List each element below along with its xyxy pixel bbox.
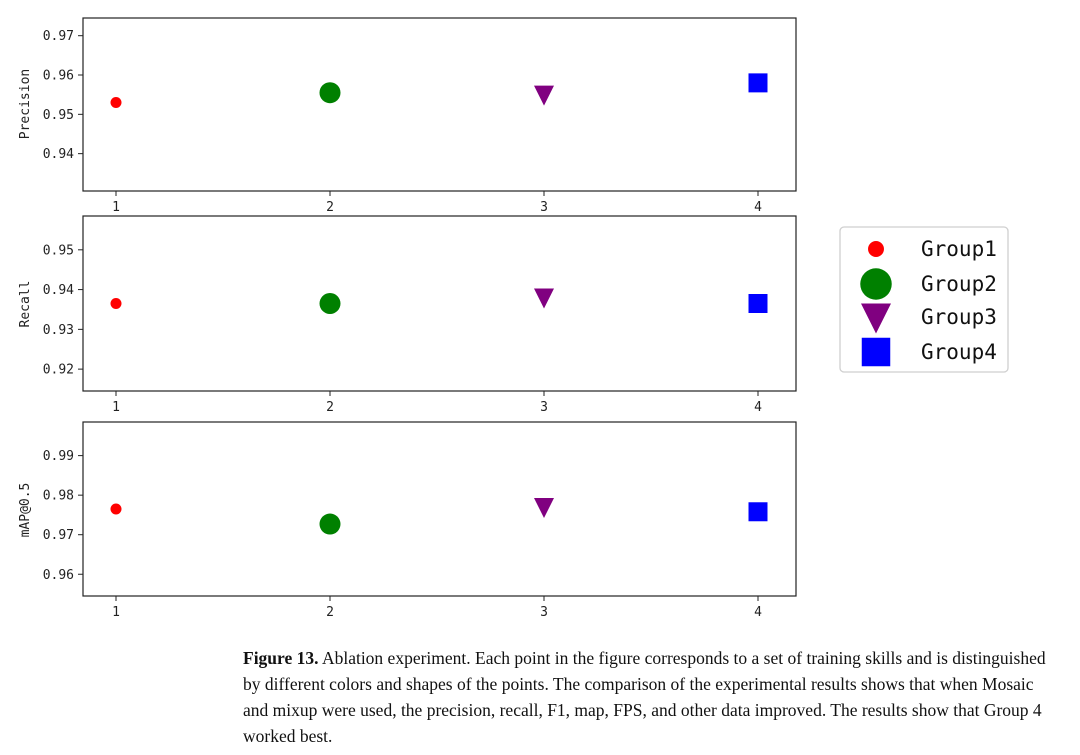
data-point-group3 xyxy=(534,498,554,519)
plot-frame xyxy=(82,17,797,192)
data-point-group3 xyxy=(534,85,554,106)
legend-label: Group3 xyxy=(921,305,997,329)
x-tick-label: 3 xyxy=(540,605,548,620)
y-tick-label: 0.98 xyxy=(43,489,74,504)
plot-frame xyxy=(82,215,797,392)
data-point-group2 xyxy=(319,293,341,314)
x-tick-label: 4 xyxy=(754,605,762,620)
data-point-group1 xyxy=(110,97,122,109)
legend-box xyxy=(839,226,1009,373)
x-tick-label: 3 xyxy=(540,200,548,215)
y-axis-label: Recall xyxy=(18,281,33,328)
x-tick-label: 3 xyxy=(540,400,548,415)
y-tick-label: 0.93 xyxy=(43,323,74,338)
legend-entry: Group1 xyxy=(868,237,997,261)
y-tick-label: 0.97 xyxy=(43,29,74,44)
caption-text: Ablation experiment. Each point in the f… xyxy=(243,648,1046,746)
legend-marker-group4 xyxy=(861,337,891,367)
y-tick-label: 0.94 xyxy=(43,147,74,162)
figure-caption: Figure 13. Ablation experiment. Each poi… xyxy=(243,645,1063,749)
data-point-group4 xyxy=(748,502,768,522)
data-point-group1 xyxy=(110,503,122,515)
y-axis-label: Precision xyxy=(18,69,33,139)
y-tick-label: 0.95 xyxy=(43,243,74,258)
y-tick-label: 0.96 xyxy=(43,69,74,84)
legend-marker-group2 xyxy=(860,268,892,300)
x-tick-label: 2 xyxy=(326,200,334,215)
legend: Group1 Group2 Group3 Group4 xyxy=(839,226,1009,373)
y-tick-label: 0.96 xyxy=(43,568,74,583)
data-point-group2 xyxy=(319,82,341,104)
y-tick-label: 0.95 xyxy=(43,108,74,123)
y-tick-label: 0.97 xyxy=(43,528,74,543)
x-tick-label: 4 xyxy=(754,400,762,415)
plot-frame xyxy=(82,421,797,597)
y-tick-label: 0.99 xyxy=(43,449,74,464)
legend-entry: Group2 xyxy=(860,268,997,300)
y-axis-label: mAP@0.5 xyxy=(18,483,33,538)
caption-label: Figure 13. xyxy=(243,648,319,668)
chart-panel-3: 0.96 0.97 0.98 0.99 1 2 3 4 mAP@0.5 xyxy=(18,421,797,620)
x-tick-label: 2 xyxy=(326,605,334,620)
x-tick-label: 2 xyxy=(326,400,334,415)
legend-label: Group4 xyxy=(921,340,997,364)
data-point-group3 xyxy=(534,288,554,309)
x-tick-label: 1 xyxy=(112,200,120,215)
x-tick-label: 1 xyxy=(112,605,120,620)
legend-marker-group3 xyxy=(861,303,891,334)
legend-marker-group1 xyxy=(868,241,884,257)
ablation-figure: 0.940.950.960.971 2 3 4Precision0.920.930.9… xyxy=(18,17,1009,620)
data-point-group4 xyxy=(748,294,768,313)
y-tick-label: 0.94 xyxy=(43,283,74,298)
data-point-group2 xyxy=(319,513,341,535)
legend-entry: Group4 xyxy=(861,337,997,367)
data-point-group1 xyxy=(110,298,122,309)
data-point-group4 xyxy=(748,73,768,93)
chart-panel-1: 0.94 0.95 0.96 0.97 1 2 3 4 Precision xyxy=(18,17,797,215)
legend-entry: Group3 xyxy=(861,303,997,334)
x-tick-label: 4 xyxy=(754,200,762,215)
y-tick-label: 0.92 xyxy=(43,363,74,378)
legend-label: Group1 xyxy=(921,237,997,261)
chart-panel-2: 0.92 0.93 0.94 0.95 1 2 3 4 Recall xyxy=(18,215,797,415)
x-tick-label: 1 xyxy=(112,400,120,415)
legend-label: Group2 xyxy=(921,272,997,296)
